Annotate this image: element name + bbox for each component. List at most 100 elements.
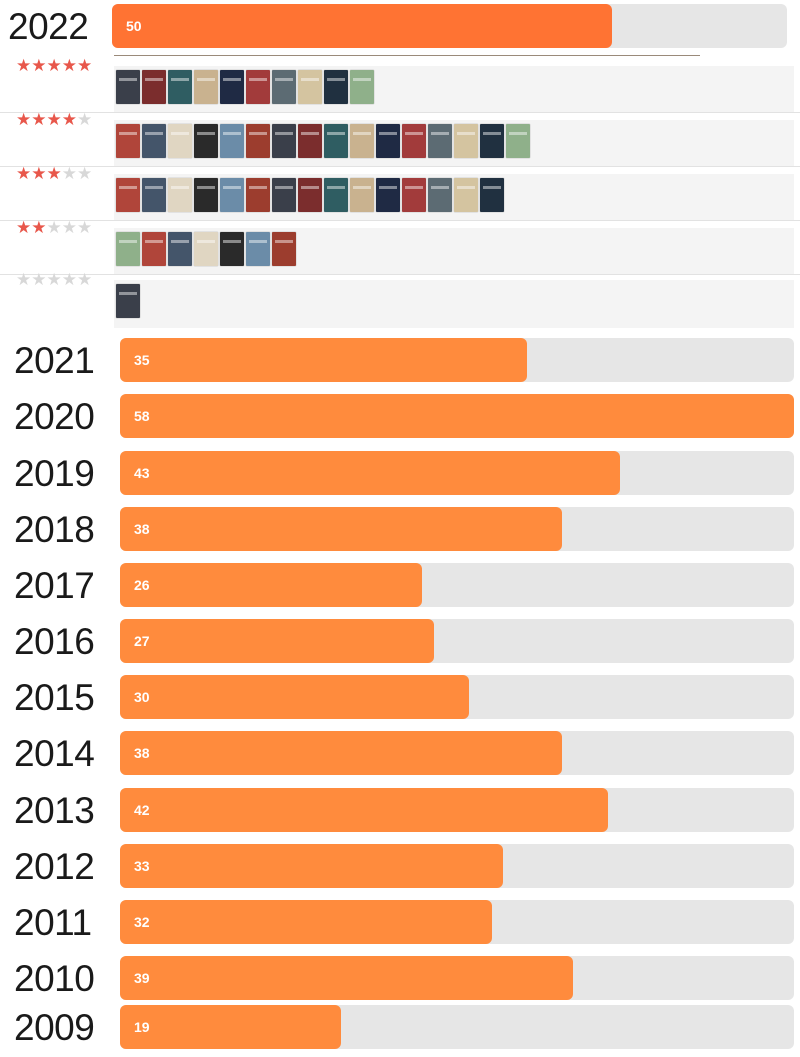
bar-track[interactable]: 32 <box>120 900 794 944</box>
bar-2019[interactable]: 43 <box>120 451 620 495</box>
bar-2013[interactable]: 42 <box>120 788 608 832</box>
book-cover[interactable] <box>194 70 218 104</box>
book-cover[interactable] <box>116 232 140 266</box>
year-row-2021[interactable]: 2021 35 <box>0 338 800 382</box>
book-cover[interactable] <box>246 232 270 266</box>
star-icon: ★ <box>77 110 93 130</box>
year-row-2015[interactable]: 2015 30 <box>0 675 800 719</box>
book-cover[interactable] <box>116 124 140 158</box>
book-cover[interactable] <box>220 70 244 104</box>
book-cover[interactable] <box>272 70 296 104</box>
book-cover[interactable] <box>402 124 426 158</box>
year-row-2022[interactable]: 2022 50 <box>0 4 800 48</box>
book-cover[interactable] <box>272 178 296 212</box>
bar-2009[interactable]: 19 <box>120 1005 341 1049</box>
bar-track[interactable]: 35 <box>120 338 794 382</box>
book-cover[interactable] <box>454 178 478 212</box>
book-cover[interactable] <box>220 178 244 212</box>
bar-track[interactable]: 43 <box>120 451 794 495</box>
bar-track[interactable]: 38 <box>120 731 794 775</box>
bar-2011[interactable]: 32 <box>120 900 492 944</box>
book-cover[interactable] <box>506 124 530 158</box>
book-cover[interactable] <box>142 70 166 104</box>
bar-track[interactable]: 19 <box>120 1005 794 1049</box>
book-cover[interactable] <box>376 124 400 158</box>
book-cover[interactable] <box>142 178 166 212</box>
bar-2014[interactable]: 38 <box>120 731 562 775</box>
book-cover[interactable] <box>480 178 504 212</box>
year-label: 2015 <box>14 677 95 718</box>
star-rating: ★★★★★ <box>16 272 92 289</box>
year-row-2014[interactable]: 2014 38 <box>0 731 800 775</box>
year-row-2012[interactable]: 2012 33 <box>0 844 800 888</box>
year-row-2018[interactable]: 2018 38 <box>0 507 800 551</box>
bar-track[interactable]: 33 <box>120 844 794 888</box>
book-cover[interactable] <box>194 178 218 212</box>
year-row-2009[interactable]: 2009 19 <box>0 1005 800 1049</box>
book-cover[interactable] <box>116 70 140 104</box>
book-cover[interactable] <box>272 124 296 158</box>
book-cover[interactable] <box>246 178 270 212</box>
year-label: 2020 <box>14 396 95 437</box>
book-cover[interactable] <box>402 178 426 212</box>
bar-2016[interactable]: 27 <box>120 619 434 663</box>
book-cover[interactable] <box>194 124 218 158</box>
book-cover[interactable] <box>246 70 270 104</box>
book-cover[interactable] <box>480 124 504 158</box>
bar-2022[interactable]: 50 <box>112 4 612 48</box>
year-row-2019[interactable]: 2019 43 <box>0 451 800 495</box>
bar-2015[interactable]: 30 <box>120 675 469 719</box>
book-cover[interactable] <box>298 70 322 104</box>
book-cover[interactable] <box>168 232 192 266</box>
book-cover[interactable] <box>168 178 192 212</box>
bar-2017[interactable]: 26 <box>120 563 422 607</box>
year-label: 2019 <box>14 453 95 494</box>
book-cover[interactable] <box>454 124 478 158</box>
star-icon: ★ <box>61 56 77 76</box>
book-cover[interactable] <box>376 178 400 212</box>
book-cover[interactable] <box>350 178 374 212</box>
book-cover[interactable] <box>298 124 322 158</box>
bar-2018[interactable]: 38 <box>120 507 562 551</box>
book-cover[interactable] <box>220 232 244 266</box>
book-cover[interactable] <box>350 70 374 104</box>
bar-track[interactable]: 50 <box>112 4 787 48</box>
bar-track[interactable]: 26 <box>120 563 794 607</box>
bar-track[interactable]: 39 <box>120 956 794 1000</box>
bar-2010[interactable]: 39 <box>120 956 573 1000</box>
book-cover[interactable] <box>298 178 322 212</box>
year-row-2016[interactable]: 2016 27 <box>0 619 800 663</box>
book-cover[interactable] <box>428 178 452 212</box>
book-cover[interactable] <box>116 178 140 212</box>
book-cover[interactable] <box>272 232 296 266</box>
bar-track[interactable]: 38 <box>120 507 794 551</box>
book-cover[interactable] <box>324 70 348 104</box>
bar-2021[interactable]: 35 <box>120 338 527 382</box>
book-cover[interactable] <box>116 284 140 318</box>
year-row-2010[interactable]: 2010 39 <box>0 956 800 1000</box>
bar-2020[interactable]: 58 <box>120 394 794 438</box>
book-cover[interactable] <box>350 124 374 158</box>
book-cover[interactable] <box>194 232 218 266</box>
year-row-2017[interactable]: 2017 26 <box>0 563 800 607</box>
bar-track[interactable]: 58 <box>120 394 794 438</box>
year-row-2020[interactable]: 2020 58 <box>0 394 800 438</box>
book-cover[interactable] <box>142 232 166 266</box>
bar-track[interactable]: 30 <box>120 675 794 719</box>
book-cover[interactable] <box>428 124 452 158</box>
book-cover[interactable] <box>220 124 244 158</box>
bar-2012[interactable]: 33 <box>120 844 503 888</box>
book-cover[interactable] <box>168 124 192 158</box>
bar-count-label: 39 <box>134 970 150 986</box>
year-label: 2009 <box>14 1007 95 1048</box>
book-cover[interactable] <box>246 124 270 158</box>
book-cover[interactable] <box>324 124 348 158</box>
bar-track[interactable]: 42 <box>120 788 794 832</box>
book-cover[interactable] <box>142 124 166 158</box>
year-row-2013[interactable]: 2013 42 <box>0 788 800 832</box>
year-row-2011[interactable]: 2011 32 <box>0 900 800 944</box>
bar-track[interactable]: 27 <box>120 619 794 663</box>
book-cover[interactable] <box>324 178 348 212</box>
bar-count-label: 19 <box>134 1019 150 1035</box>
book-cover[interactable] <box>168 70 192 104</box>
